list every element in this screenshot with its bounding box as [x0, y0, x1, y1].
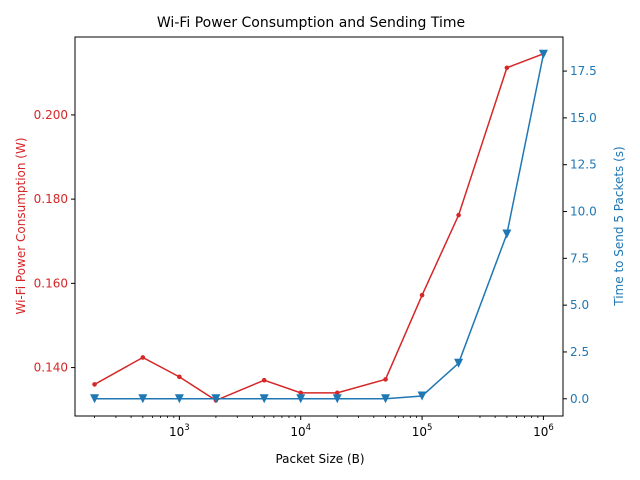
plot-area [90, 49, 548, 404]
y-axis-right-label: Time to Send 5 Packets (s) [612, 146, 626, 306]
y-left-tick-label: 0.200 [34, 108, 68, 122]
time-point [332, 394, 342, 404]
x-axis-label: Packet Size (B) [275, 452, 364, 466]
y-left-tick-label: 0.140 [34, 361, 68, 375]
y-right-tick-label: 2.5 [570, 345, 589, 359]
x-tick-label: 104 [290, 423, 311, 439]
power-point [334, 390, 340, 396]
power-point [456, 212, 461, 218]
y-right-tick-label: 5.0 [570, 298, 589, 312]
y-axis-left: 0.140 0.160 0.180 0.200 [34, 108, 75, 375]
y-left-tick-label: 0.180 [34, 192, 68, 206]
time-point [538, 49, 548, 59]
power-point [419, 292, 425, 298]
y-right-tick-label: 15.0 [570, 111, 597, 125]
y-right-tick-label: 0.0 [570, 392, 589, 406]
time-point [417, 391, 427, 401]
y-left-tick-label: 0.160 [34, 276, 68, 290]
plot-frame [74, 36, 564, 417]
time-point [211, 394, 221, 404]
y-right-tick-label: 7.5 [570, 251, 589, 265]
time-point [259, 394, 269, 404]
power-point [140, 355, 146, 360]
chart-title: Wi-Fi Power Consumption and Sending Time [157, 15, 465, 31]
power-point [383, 377, 388, 382]
time-point [296, 394, 306, 404]
y-right-tick-label: 10.0 [570, 205, 597, 219]
power-point [261, 377, 267, 383]
time-point [381, 394, 391, 404]
series-line-time [94, 54, 545, 400]
time-point [90, 394, 100, 404]
x-tick-label: 106 [533, 423, 554, 439]
power-point [504, 65, 510, 71]
power-point [92, 382, 97, 387]
series-line-power [94, 53, 544, 402]
y-axis-right: 0.0 2.5 5.0 7.5 10.0 12.5 15.0 17.5 [563, 64, 597, 406]
time-point [454, 358, 464, 368]
x-tick-label: 103 [169, 423, 190, 439]
y-right-tick-label: 12.5 [570, 158, 597, 172]
power-point [298, 390, 304, 396]
x-tick-label: 105 [412, 423, 433, 439]
y-axis-left-label: Wi-Fi Power Consumption (W) [14, 137, 28, 314]
x-axis: 103 104 105 106 [94, 416, 554, 439]
power-point [177, 374, 182, 380]
time-point [502, 229, 512, 239]
time-point [138, 394, 148, 404]
y-right-tick-label: 17.5 [570, 64, 597, 78]
time-point [174, 394, 184, 404]
